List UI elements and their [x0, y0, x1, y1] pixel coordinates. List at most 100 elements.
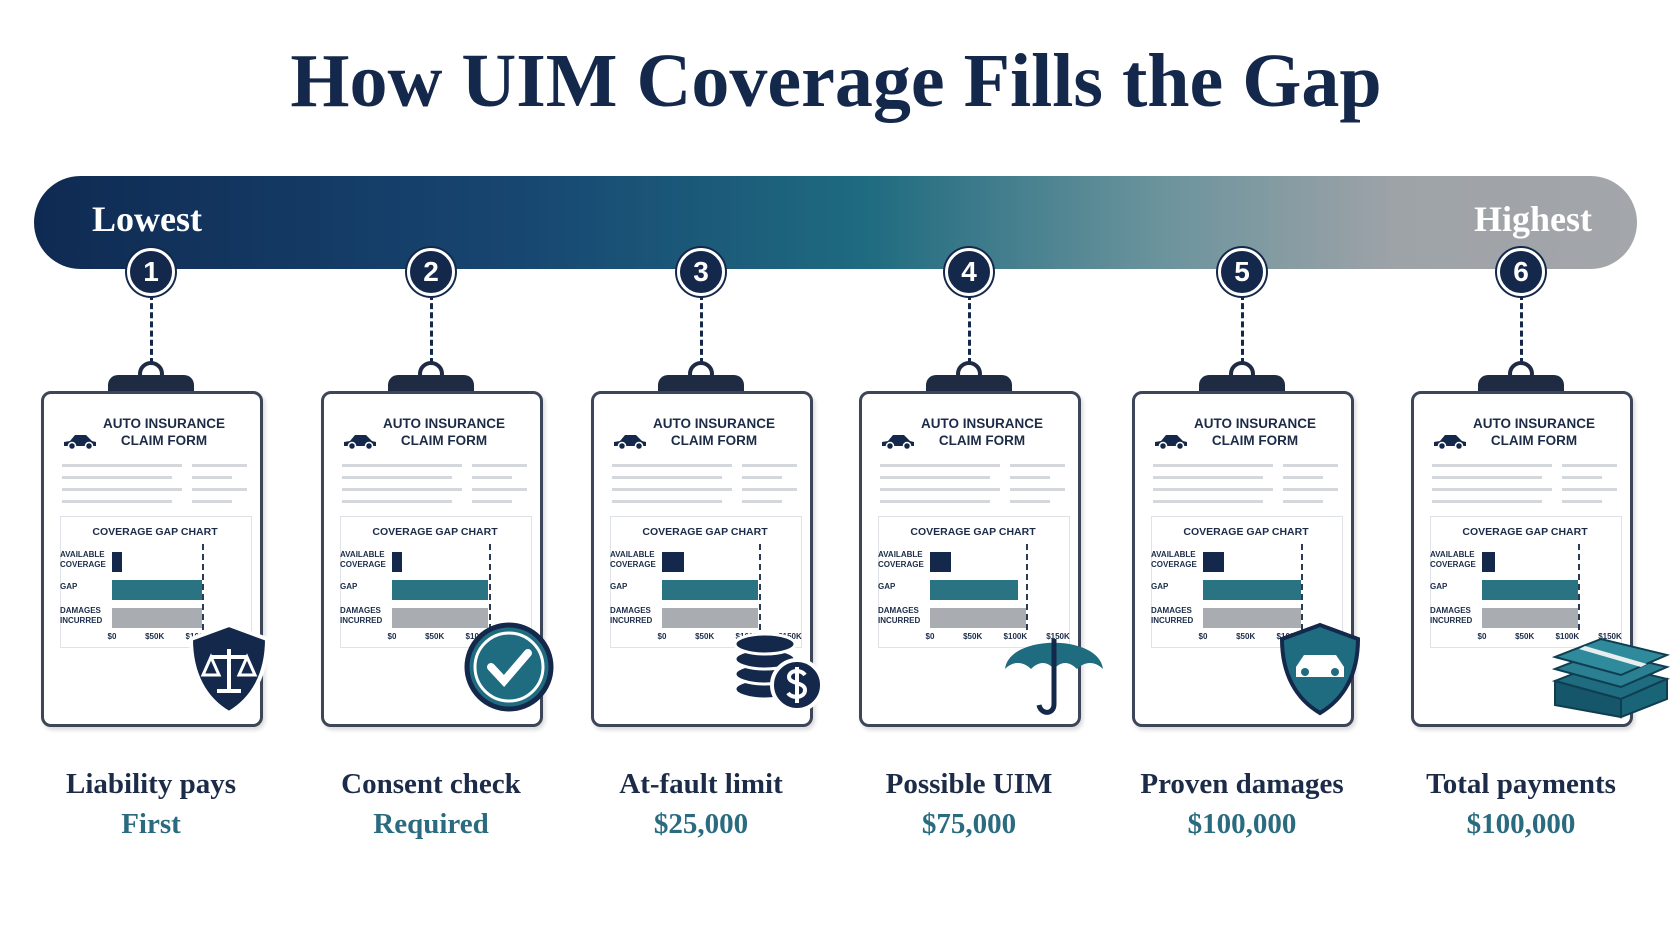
form-header: CLAIM FORM	[120, 433, 208, 448]
step-label: Consent check	[341, 768, 521, 800]
bar	[112, 608, 202, 628]
step-value: $75,000	[921, 808, 1017, 840]
chart-title: COVERAGE GAP CHART	[1183, 526, 1309, 538]
bar	[1203, 552, 1225, 572]
text-line	[880, 500, 990, 503]
text-line	[1562, 464, 1617, 467]
step-number: 1	[127, 248, 175, 296]
row-label: GAP	[1430, 582, 1448, 591]
row-label: DAMAGES INCURRED	[610, 606, 653, 625]
form-header: CLAIM FORM	[400, 433, 488, 448]
text-line	[1153, 488, 1273, 491]
row-label: DAMAGES INCURRED	[340, 606, 383, 625]
row-label: GAP	[60, 582, 78, 591]
form-header: AUTO INSURANCE	[920, 416, 1043, 431]
x-tick-label: $0	[387, 632, 397, 641]
form-header: AUTO INSURANCE	[1472, 416, 1595, 431]
row-label: AVAILABLE COVERAGE	[60, 550, 106, 569]
text-line	[342, 488, 462, 491]
limit-line	[759, 544, 762, 630]
text-line	[1432, 476, 1542, 479]
text-line	[1010, 476, 1050, 479]
x-tick-label: $50K	[145, 632, 165, 641]
text-line	[612, 476, 722, 479]
row-label: GAP	[610, 582, 628, 591]
row-label: GAP	[340, 582, 358, 591]
text-line	[1283, 500, 1323, 503]
x-tick-label: $100K	[1555, 632, 1580, 641]
x-tick-label: $100K	[1003, 632, 1028, 641]
text-line	[1562, 500, 1602, 503]
form-header: AUTO INSURANCE	[102, 416, 225, 431]
limit-line	[1026, 544, 1029, 630]
text-line	[62, 500, 172, 503]
step-icon	[181, 619, 277, 724]
form-header: AUTO INSURANCE	[382, 416, 505, 431]
step-value: $100,000	[1187, 808, 1297, 840]
x-tick-label: $150K	[1598, 632, 1622, 641]
step-icon	[1551, 619, 1671, 724]
row-label: DAMAGES INCURRED	[60, 606, 103, 625]
scale-high: Highest	[1473, 199, 1592, 239]
text-line	[1562, 488, 1617, 491]
step-label: Liability pays	[65, 768, 237, 800]
text-line	[192, 464, 247, 467]
x-tick-label: $50K	[425, 632, 445, 641]
x-tick-label: $0	[925, 632, 935, 641]
row-label: AVAILABLE COVERAGE	[878, 550, 924, 569]
text-line	[742, 500, 782, 503]
text-line	[62, 476, 172, 479]
text-line	[1432, 500, 1542, 503]
claim-form: AUTO INSURANCE CLAIM FORM COVERAGE GAP CHA…	[859, 391, 1081, 727]
car-icon	[62, 432, 98, 455]
text-line	[742, 488, 797, 491]
form-header: CLAIM FORM	[1490, 433, 1578, 448]
form-header: AUTO INSURANCE	[652, 416, 775, 431]
text-line	[342, 500, 452, 503]
row-label: AVAILABLE COVERAGE	[1151, 550, 1197, 569]
text-line	[192, 476, 232, 479]
scale-bar	[34, 176, 1637, 269]
step-value: $100,000	[1466, 808, 1576, 840]
text-line	[880, 464, 1000, 467]
step-number: 4	[945, 248, 993, 296]
connector	[1241, 294, 1244, 364]
claim-form: AUTO INSURANCE CLAIM FORM COVERAGE GAP CHA…	[1132, 391, 1354, 727]
step-number: 2	[407, 248, 455, 296]
x-tick-label: $150K	[778, 632, 802, 641]
text-line	[1283, 476, 1323, 479]
text-line	[472, 476, 512, 479]
step-icon	[1272, 619, 1368, 724]
text-line	[1010, 464, 1065, 467]
text-line	[472, 464, 527, 467]
text-line	[612, 488, 732, 491]
text-line	[192, 488, 247, 491]
bar	[392, 580, 488, 600]
x-tick-label: $0	[657, 632, 667, 641]
text-line	[1153, 476, 1263, 479]
text-line	[1153, 464, 1273, 467]
step-label: At-fault limit	[619, 768, 783, 800]
step-label: Possible UIM	[885, 768, 1053, 800]
car-icon	[1432, 432, 1468, 455]
connector	[1520, 294, 1523, 364]
text-line	[1153, 500, 1263, 503]
text-line	[62, 464, 182, 467]
car-icon	[1153, 432, 1189, 455]
connector	[430, 294, 433, 364]
x-tick-label: $0	[1198, 632, 1208, 641]
bar	[392, 552, 403, 572]
bar	[662, 580, 759, 600]
row-label: GAP	[878, 582, 896, 591]
row-label: DAMAGES INCURRED	[1151, 606, 1194, 625]
step-icon	[999, 619, 1109, 724]
form-header: CLAIM FORM	[938, 433, 1026, 448]
bar	[1482, 580, 1579, 600]
x-tick-label: $50K	[1515, 632, 1535, 641]
limit-line	[1578, 544, 1581, 630]
step-icon	[731, 619, 827, 720]
text-line	[612, 500, 722, 503]
bar	[112, 580, 202, 600]
row-label: AVAILABLE COVERAGE	[1430, 550, 1476, 569]
text-line	[742, 464, 797, 467]
